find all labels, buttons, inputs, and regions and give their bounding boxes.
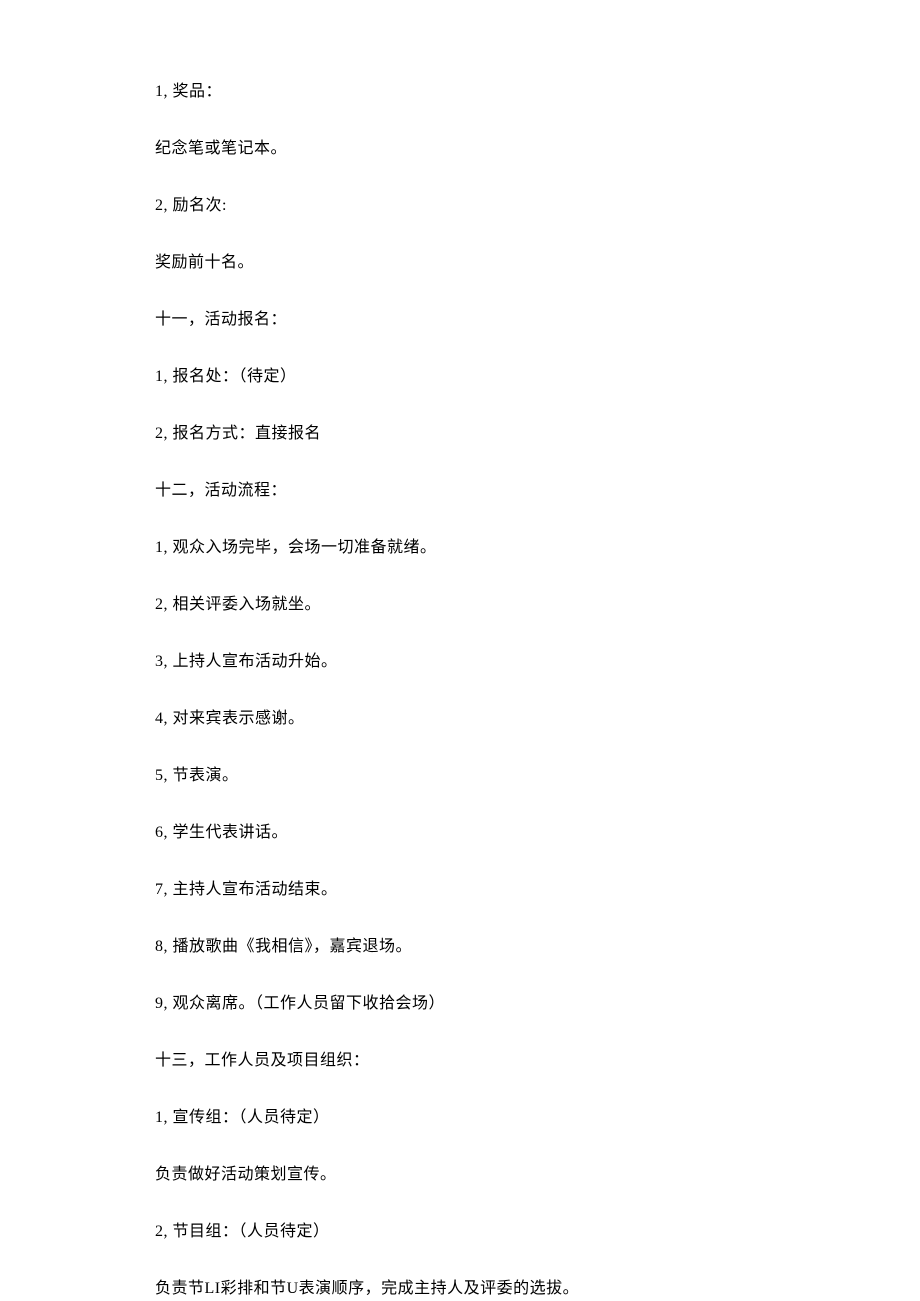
text-line: 十二，活动流程：	[155, 479, 765, 503]
document-body: 1, 奖品： 纪念笔或笔记本。 2, 励名次: 奖励前十名。 十一，活动报名： …	[155, 80, 765, 1301]
text-line: 9, 观众离席。（工作人员留下收拾会场）	[155, 992, 765, 1016]
text-line: 8, 播放歌曲《我相信》，嘉宾退场。	[155, 935, 765, 959]
text-line: 1, 奖品：	[155, 80, 765, 104]
text-line: 4, 对来宾表示感谢。	[155, 707, 765, 731]
text-line: 1, 报名处：（待定）	[155, 365, 765, 389]
text-line: 2, 报名方式：直接报名	[155, 422, 765, 446]
text-line: 6, 学生代表讲话。	[155, 821, 765, 845]
text-line: 1, 宣传组：（人员待定）	[155, 1106, 765, 1130]
text-line: 奖励前十名。	[155, 251, 765, 275]
text-line: 十一，活动报名：	[155, 308, 765, 332]
text-line: 1, 观众入场完毕，会场一切准备就绪。	[155, 536, 765, 560]
text-line: 2, 节目组：（人员待定）	[155, 1220, 765, 1244]
text-line: 3, 上持人宣布活动升始。	[155, 650, 765, 674]
text-line: 纪念笔或笔记本。	[155, 137, 765, 161]
text-line: 5, 节表演。	[155, 764, 765, 788]
text-line: 负责节LI彩排和节U表演顺序，完成主持人及评委的选拔。	[155, 1277, 765, 1301]
text-line: 负责做好活动策划宣传。	[155, 1163, 765, 1187]
text-line: 十三，工作人员及项目组织：	[155, 1049, 765, 1073]
text-line: 2, 相关评委入场就坐。	[155, 593, 765, 617]
text-line: 7, 主持人宣布活动结束。	[155, 878, 765, 902]
text-line: 2, 励名次:	[155, 194, 765, 218]
